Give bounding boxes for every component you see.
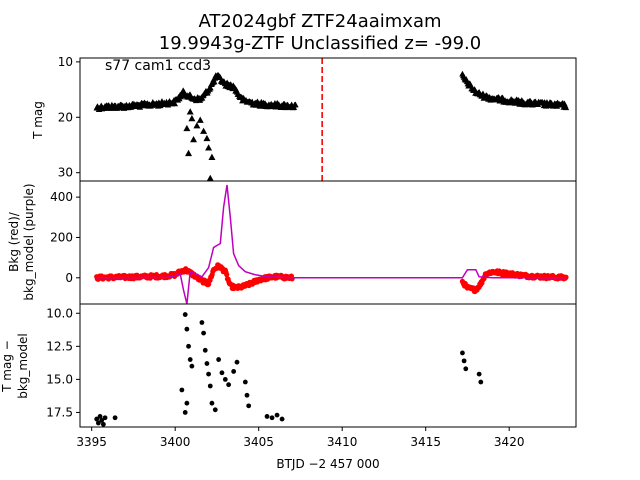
corrected-mag-point (94, 416, 100, 422)
top-ytick-label: 30 (58, 166, 73, 180)
corrected-mag-point (100, 421, 106, 427)
bottom-ytick-label: 15.0 (46, 372, 73, 386)
corrected-mag-point (97, 414, 103, 419)
panel-bottom: 10.0 12.5 15.0 17.5 3395 3400 3405 3410 3415 3420… (0, 303, 577, 449)
corrected-mag-point (242, 379, 248, 385)
corrected-mag-point (201, 330, 206, 336)
top-data-layer (93, 58, 570, 182)
tmag-outlier (203, 134, 211, 142)
top-ytick-label: 20 (58, 110, 73, 124)
panel-middle: 0 200 400 Bkg (red)/ bkg_model (purple) (7, 180, 577, 305)
bottom-ticks: 10.0 12.5 15.0 17.5 3395 3400 3405 3410 3415 3420 (46, 306, 524, 449)
corrected-mag-point (246, 403, 252, 409)
middle-ytick-label: 400 (50, 190, 73, 204)
corrected-mag-point (184, 326, 190, 332)
tmag-outlier (196, 116, 204, 123)
corrected-mag-point (187, 357, 193, 362)
middle-data-layer (94, 184, 569, 305)
corrected-mag-point (264, 414, 270, 419)
title-line-1: AT2024gbf ZTF24aaimxam (198, 11, 441, 32)
corrected-mag-point (199, 320, 205, 325)
corrected-mag-point (269, 415, 275, 421)
middle-ylabel-line-1: Bkg (red)/ (7, 211, 21, 272)
tmag-point (562, 104, 570, 111)
tmag-outlier (186, 108, 194, 115)
corrected-mag-point (279, 416, 285, 422)
corrected-mag-point (207, 383, 213, 389)
bottom-xtick-label: 3405 (243, 435, 274, 449)
tmag-outlier (206, 174, 214, 182)
corrected-mag-point (226, 382, 232, 388)
corrected-mag-point (478, 379, 484, 385)
corrected-mag-point (231, 369, 237, 374)
bottom-xtick-label: 3400 (160, 435, 191, 449)
corrected-mag-point (204, 361, 210, 366)
bkg-point (224, 272, 230, 278)
middle-ticks: 0 200 400 (50, 190, 80, 285)
corrected-mag-point (182, 410, 188, 415)
bottom-axes-frame (79, 303, 577, 428)
corrected-mag-point (206, 371, 211, 377)
tmag-outlier (185, 149, 193, 157)
bottom-ytick-label: 17.5 (46, 405, 73, 419)
corrected-mag-point (182, 312, 188, 317)
bottom-xtick-label: 3415 (410, 435, 441, 449)
corrected-mag-point (212, 407, 218, 413)
title-line-2: 19.9943g-ZTF Unclassified z= -99.0 (159, 33, 481, 54)
corrected-mag-point (102, 415, 108, 421)
corrected-mag-point (95, 420, 101, 426)
tmag-point (211, 78, 218, 85)
bottom-ytick-label: 12.5 (46, 339, 73, 353)
tmag-outlier (205, 144, 213, 151)
corrected-mag-point (222, 376, 228, 382)
bottom-xtick-label: 3395 (76, 435, 107, 449)
top-annotation: s77 cam1 ccd3 (105, 58, 211, 74)
tmag-outlier (200, 127, 208, 134)
corrected-mag-point (202, 347, 208, 353)
middle-ytick-label: 200 (50, 230, 73, 244)
panel-top: 10 20 30 s77 cam1 ccd3 T mag (31, 55, 577, 182)
bottom-ylabel-line-2: bkg_model (16, 333, 30, 399)
middle-ytick-label: 0 (65, 271, 73, 285)
tmag-point (292, 101, 299, 108)
middle-ylabel-line-2: bkg_model (purple) (22, 183, 36, 300)
corrected-mag-point (234, 359, 240, 365)
corrected-mag-point (460, 350, 465, 356)
top-ytick-label: 10 (58, 55, 73, 69)
bottom-xtick-label: 3410 (327, 435, 358, 449)
bkg-point (206, 281, 212, 287)
corrected-mag-point (189, 363, 195, 369)
corrected-mag-point (179, 387, 185, 393)
bottom-xtick-label: 3420 (494, 435, 525, 449)
bkg-model-line (96, 184, 566, 305)
bottom-ylabel-line-1: T mag − (0, 340, 14, 393)
corrected-mag-point (184, 400, 190, 406)
corrected-mag-point (209, 400, 215, 406)
x-axis-label: BTJD −2 457 000 (276, 457, 379, 471)
top-ylabel: T mag (31, 101, 45, 140)
top-ticks: 10 20 30 (58, 55, 80, 180)
tmag-outlier (190, 135, 198, 143)
corrected-mag-point (186, 343, 191, 349)
bottom-data-layer (94, 312, 484, 427)
corrected-mag-point (112, 415, 118, 421)
tmag-outlier (208, 153, 216, 160)
corrected-mag-point (244, 392, 250, 398)
corrected-mag-point (216, 357, 222, 362)
tmag-point (207, 84, 214, 91)
corrected-mag-point (274, 412, 280, 418)
tmag-outlier (193, 122, 201, 129)
corrected-mag-point (463, 366, 469, 372)
tmag-outlier (188, 114, 196, 122)
corrected-mag-point (476, 371, 482, 377)
corrected-mag-point (219, 370, 225, 376)
corrected-mag-point (461, 358, 467, 364)
tmag-point (171, 100, 179, 107)
corrected-mag-point (99, 417, 105, 423)
bottom-ytick-label: 10.0 (46, 306, 73, 320)
tmag-outlier (183, 124, 191, 132)
